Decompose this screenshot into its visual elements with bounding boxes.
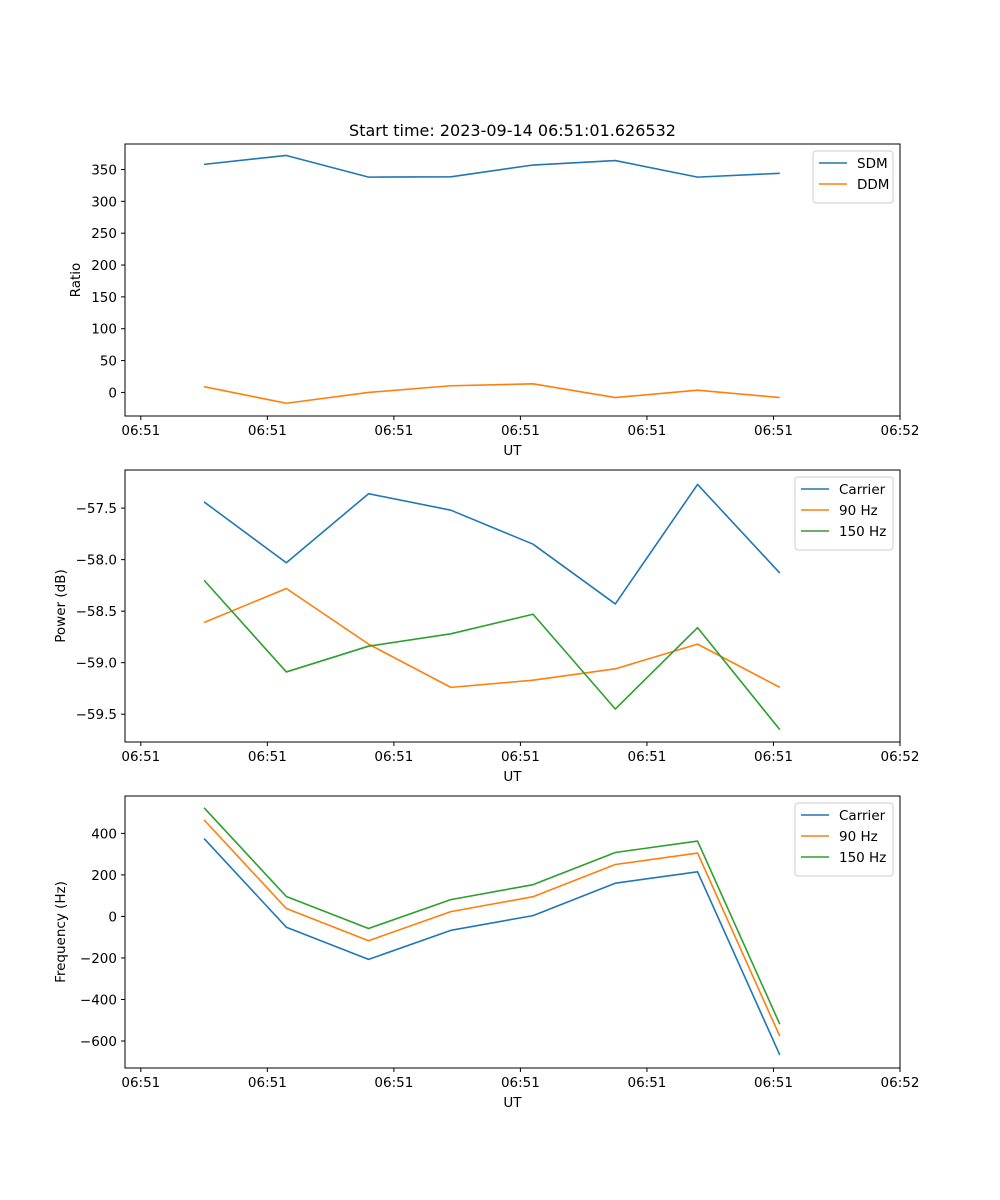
- legend-label: 150 Hz: [839, 524, 886, 540]
- x-tick-label: 06:51: [754, 1075, 793, 1091]
- y-tick-label: 150: [91, 290, 117, 306]
- legend-label: 150 Hz: [839, 850, 886, 866]
- y-tick-label: 400: [91, 826, 117, 842]
- x-tick-label: 06:51: [501, 423, 540, 439]
- series-line-150-hz: [203, 807, 781, 1025]
- legend-label: 90 Hz: [839, 829, 878, 845]
- axes-frame: [124, 143, 901, 417]
- y-axis-label: Ratio: [68, 263, 84, 298]
- y-tick-label: −59.5: [76, 707, 117, 723]
- legend-label: 90 Hz: [839, 503, 878, 519]
- y-tick-label: −58.0: [76, 553, 117, 569]
- x-tick-label: 06:51: [121, 423, 160, 439]
- x-tick-label: 06:51: [121, 749, 160, 765]
- x-tick-label: 06:52: [881, 1075, 920, 1091]
- y-tick-label: −400: [80, 992, 117, 1008]
- legend: Carrier 90 Hz 150 Hz: [794, 476, 894, 551]
- y-tick-label: 200: [91, 258, 117, 274]
- legend-label: Carrier: [839, 482, 886, 498]
- y-tick-label: 0: [108, 909, 117, 925]
- x-tick-label: 06:51: [374, 423, 413, 439]
- x-tick-label: 06:51: [627, 423, 666, 439]
- x-tick-label: 06:51: [374, 749, 413, 765]
- plots-container: 06:51 06:51 06:51 06:51 06:51 06:51 06:52 0 50 10…: [53, 143, 920, 1111]
- x-tick-label: 06:51: [248, 1075, 287, 1091]
- legend-box: [812, 150, 894, 204]
- x-tick-label: 06:51: [248, 749, 287, 765]
- series-line-90-hz: [203, 819, 781, 1037]
- figure-title: Start time: 2023-09-14 06:51:01.626532: [349, 121, 676, 140]
- y-tick-label: 200: [91, 868, 117, 884]
- y-tick-label: −58.5: [76, 604, 117, 620]
- x-tick-label: 06:51: [501, 749, 540, 765]
- y-tick-label: −200: [80, 951, 117, 967]
- x-tick-label: 06:51: [501, 1075, 540, 1091]
- y-tick-label: 350: [91, 162, 117, 178]
- x-tick-label: 06:52: [881, 423, 920, 439]
- legend: Carrier 90 Hz 150 Hz: [794, 802, 894, 877]
- axes-frame: [124, 795, 901, 1069]
- y-axis-label: Frequency (Hz): [53, 881, 69, 983]
- y-tick-label: 300: [91, 194, 117, 210]
- series-line-150-hz: [203, 579, 781, 731]
- x-tick-label: 06:52: [881, 749, 920, 765]
- subplot-3: 06:51 06:51 06:51 06:51 06:51 06:51 06:52 −600 −…: [53, 795, 920, 1111]
- series-line-90-hz: [203, 587, 781, 689]
- x-tick-label: 06:51: [374, 1075, 413, 1091]
- series-line-carrier: [203, 838, 781, 1056]
- y-tick-label: 100: [91, 322, 117, 338]
- y-tick-label: −57.5: [76, 501, 117, 517]
- x-axis-label: UT: [503, 443, 522, 459]
- subplot-1: 06:51 06:51 06:51 06:51 06:51 06:51 06:52 0 50 10…: [68, 143, 920, 459]
- y-tick-label: 0: [108, 385, 117, 401]
- x-axis-label: UT: [503, 1095, 522, 1111]
- series-line-carrier: [203, 483, 781, 605]
- legend-label: SDM: [857, 156, 888, 172]
- axes-frame: [124, 469, 901, 743]
- x-tick-label: 06:51: [754, 423, 793, 439]
- x-tick-label: 06:51: [754, 749, 793, 765]
- x-tick-label: 06:51: [627, 749, 666, 765]
- legend: SDM DDM: [812, 150, 894, 204]
- legend-label: Carrier: [839, 808, 886, 824]
- y-axis-label: Power (dB): [53, 569, 69, 642]
- x-tick-label: 06:51: [248, 423, 287, 439]
- subplot-2: 06:51 06:51 06:51 06:51 06:51 06:51 06:52 −59.5…: [53, 469, 920, 785]
- y-tick-label: 250: [91, 226, 117, 242]
- series-line-ddm: [203, 383, 780, 405]
- y-tick-label: −600: [80, 1034, 117, 1050]
- series-line-sdm: [203, 154, 780, 178]
- y-tick-label: 50: [100, 354, 117, 370]
- legend-label: DDM: [857, 177, 889, 193]
- y-tick-label: −59.0: [76, 656, 117, 672]
- x-tick-label: 06:51: [121, 1075, 160, 1091]
- x-axis-label: UT: [503, 769, 522, 785]
- x-tick-label: 06:51: [627, 1075, 666, 1091]
